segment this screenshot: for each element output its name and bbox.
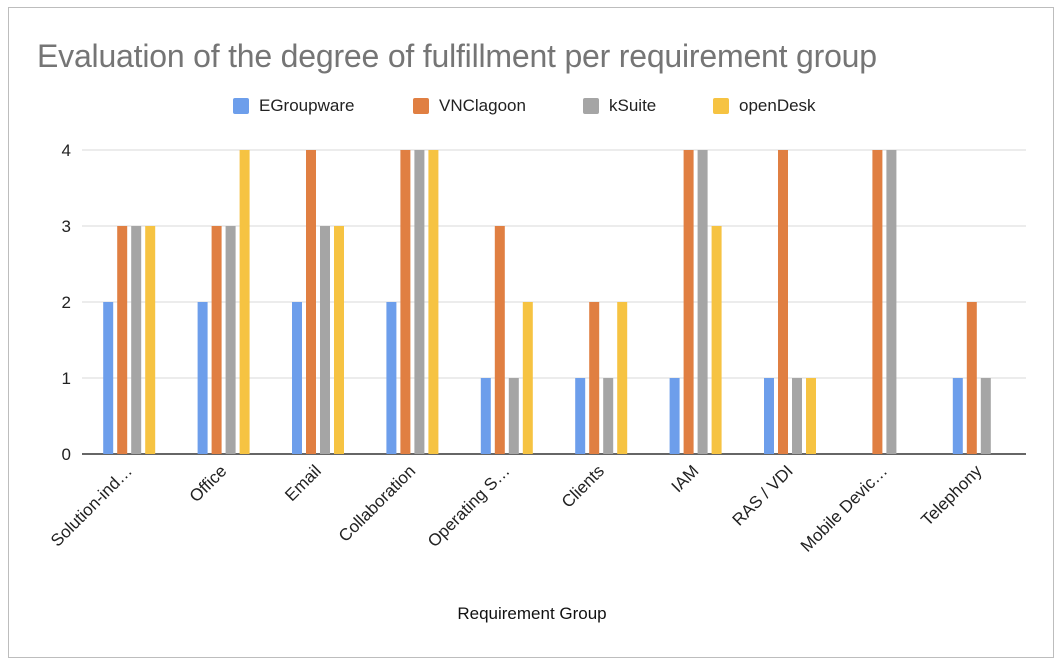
bar-opendesk-ras-vdi (806, 378, 816, 454)
x-tick-label: Email (281, 461, 324, 504)
y-tick-label: 3 (62, 217, 71, 236)
y-tick-label: 1 (62, 369, 71, 388)
bar-opendesk-clients (617, 302, 628, 454)
bar-egroupware-ras-vdi (764, 378, 774, 454)
chart-title: Evaluation of the degree of fulfillment … (37, 38, 877, 74)
bar-opendesk-operating-s (522, 302, 533, 454)
bar-ksuite-solution-ind (131, 226, 142, 454)
x-tick-label: Solution-ind… (47, 461, 136, 550)
x-tick-label: Operating S… (424, 461, 514, 551)
x-axis-title: Requirement Group (457, 604, 607, 623)
bar-ksuite-email (320, 226, 330, 454)
legend-swatch-opendesk (713, 98, 729, 114)
bar-vnclagoon-iam (683, 150, 694, 454)
bar-ksuite-office (225, 226, 236, 454)
bar-vnclagoon-clients (589, 302, 600, 454)
chart-legend: EGroupware VNClagoon kSuite openDesk (0, 94, 1064, 118)
bar-ksuite-collaboration (414, 150, 425, 454)
bar-vnclagoon-ras-vdi (778, 150, 788, 454)
legend-label-egroupware: EGroupware (259, 96, 355, 115)
y-tick-label: 4 (62, 141, 71, 160)
bar-ksuite-mobile-devic (886, 150, 897, 454)
legend-swatch-ksuite (583, 98, 599, 114)
bar-opendesk-email (334, 226, 344, 454)
bar-opendesk-collaboration (428, 150, 439, 454)
y-tick-label: 2 (62, 293, 71, 312)
bar-egroupware-solution-ind (103, 302, 114, 454)
bar-ksuite-iam (697, 150, 708, 454)
bar-vnclagoon-solution-ind (117, 226, 128, 454)
legend-label-vnclagoon: VNClagoon (439, 96, 526, 115)
bar-egroupware-iam (669, 378, 680, 454)
x-tick-label: Mobile Devic… (797, 461, 891, 555)
x-tick-label: Collaboration (335, 461, 419, 545)
x-tick-label: Office (186, 461, 231, 506)
x-tick-label: RAS / VDI (729, 461, 797, 529)
bar-vnclagoon-telephony (966, 302, 977, 454)
bar-vnclagoon-mobile-devic (872, 150, 883, 454)
bar-vnclagoon-office (211, 226, 222, 454)
bar-ksuite-clients (603, 378, 614, 454)
bar-opendesk-solution-ind (145, 226, 156, 454)
bar-vnclagoon-email (306, 150, 316, 454)
bar-ksuite-telephony (980, 378, 991, 454)
bar-ksuite-operating-s (508, 378, 519, 454)
bar-egroupware-operating-s (480, 378, 491, 454)
bar-opendesk-iam (711, 226, 722, 454)
legend-swatch-vnclagoon (413, 98, 429, 114)
legend-item-opendesk: openDesk (713, 94, 816, 118)
bar-egroupware-email (292, 302, 302, 454)
x-tick-label: Clients (558, 461, 608, 511)
bar-vnclagoon-collaboration (400, 150, 411, 454)
bar-egroupware-office (197, 302, 208, 454)
bar-egroupware-collaboration (386, 302, 397, 454)
y-tick-label: 0 (62, 445, 71, 464)
legend-item-egroupware: EGroupware (233, 94, 354, 118)
legend-item-vnclagoon: VNClagoon (413, 94, 526, 118)
x-tick-label: IAM (668, 461, 703, 496)
legend-swatch-egroupware (233, 98, 249, 114)
legend-item-ksuite: kSuite (583, 94, 656, 118)
bar-opendesk-office (239, 150, 250, 454)
bar-ksuite-ras-vdi (792, 378, 802, 454)
bar-egroupware-clients (575, 378, 586, 454)
bar-vnclagoon-operating-s (494, 226, 505, 454)
x-tick-label: Telephony (917, 461, 986, 530)
bar-egroupware-telephony (952, 378, 963, 454)
legend-label-opendesk: openDesk (739, 96, 816, 115)
legend-label-ksuite: kSuite (609, 96, 657, 115)
